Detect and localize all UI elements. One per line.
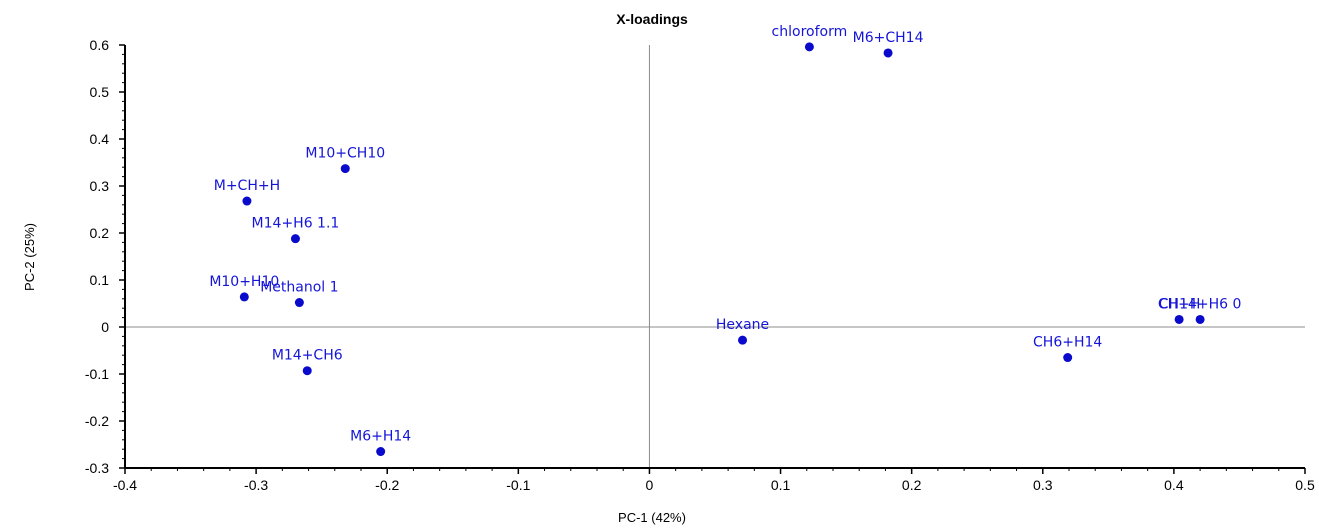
data-point-label: M14+H6 1.1 <box>252 216 340 232</box>
y-tick-label: 0.6 <box>90 37 110 53</box>
data-point-label: CH+H <box>1158 296 1201 312</box>
data-point-label: chloroform <box>772 24 848 40</box>
x-tick-label: 0.2 <box>902 477 922 493</box>
data-point <box>1174 314 1184 324</box>
data-point-label: M+CH+H <box>214 178 280 194</box>
data-point-label: M10+H10 <box>209 274 279 290</box>
data-point-label: M6+H14 <box>350 429 411 445</box>
data-point-label: Methanol 1 <box>260 280 338 296</box>
x-axis-title: PC-1 (42%) <box>618 510 686 525</box>
x-tick-label: 0.1 <box>771 477 791 493</box>
data-point-label: CH6+H14 <box>1033 335 1102 351</box>
data-point-label: M10+CH10 <box>305 146 385 162</box>
data-point-label: M6+CH14 <box>853 30 924 46</box>
data-point <box>804 42 814 52</box>
y-tick-label: 0 <box>101 319 109 335</box>
x-tick-label: 0.4 <box>1164 477 1184 493</box>
axes-group: -0.4 -0.3 -0.2 -0.1 0 0.1 0.2 0.3 0.4 0.5-0.3-0.2… <box>85 37 1315 493</box>
data-point <box>239 292 249 302</box>
y-tick-label: 0.5 <box>90 84 110 100</box>
x-tick-label: -0.3 <box>244 477 268 493</box>
x-tick-label: 0 <box>646 477 654 493</box>
data-point <box>242 196 252 206</box>
y-tick-label: -0.3 <box>85 460 109 476</box>
data-point <box>302 366 312 376</box>
data-point <box>1063 353 1073 363</box>
y-tick-label: 0.2 <box>90 225 110 241</box>
chart-title: X-loadings <box>616 11 688 27</box>
y-axis-title: PC-2 (25%) <box>22 223 37 291</box>
y-tick-label: -0.2 <box>85 413 109 429</box>
y-tick-label: 0.3 <box>90 178 110 194</box>
data-point <box>294 298 304 308</box>
data-point <box>738 335 748 345</box>
data-point <box>290 234 300 244</box>
data-point <box>376 447 386 457</box>
x-tick-label: 0.3 <box>1033 477 1053 493</box>
data-point <box>883 48 893 58</box>
data-point-label: M14+CH6 <box>272 348 343 364</box>
data-point <box>340 164 350 174</box>
x-tick-label: 0.5 <box>1295 477 1315 493</box>
y-tick-label: -0.1 <box>85 366 109 382</box>
data-point-label: CH14+H6 0 <box>1159 296 1242 312</box>
x-tick-label: -0.2 <box>375 477 399 493</box>
x-tick-label: -0.1 <box>506 477 530 493</box>
data-point-label: Hexane <box>716 317 769 333</box>
y-tick-label: 0.1 <box>90 272 110 288</box>
data-point <box>1195 314 1205 324</box>
y-tick-label: 0.4 <box>90 131 110 147</box>
points-group: chloroform M6+CH14 M10+CH10 M+CH+H M14+H6 1.… <box>209 24 1242 457</box>
x-tick-label: -0.4 <box>113 477 137 493</box>
